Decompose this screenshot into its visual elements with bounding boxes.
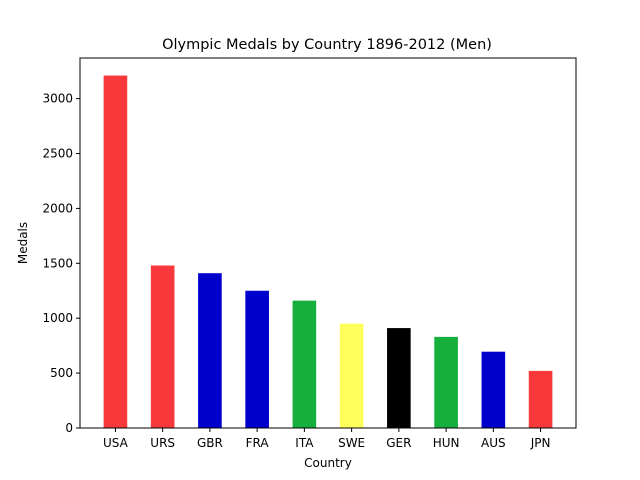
x-tick-label: FRA xyxy=(246,436,270,450)
bar-aus xyxy=(481,351,506,428)
y-tick-label: 1500 xyxy=(42,256,73,270)
x-tick-label: SWE xyxy=(338,436,365,450)
bars-group xyxy=(103,75,553,428)
x-tick-label: GBR xyxy=(197,436,223,450)
bar-usa xyxy=(103,75,128,428)
bar-urs xyxy=(150,265,175,428)
y-tick-label: 2500 xyxy=(42,147,73,161)
bar-ita xyxy=(292,300,317,428)
x-tick-label: ITA xyxy=(295,436,314,450)
bar-ger xyxy=(387,328,411,428)
bar-fra xyxy=(245,290,269,428)
y-tick-label: 0 xyxy=(65,421,73,435)
y-tick-label: 3000 xyxy=(42,92,73,106)
x-axis-ticks: USA URS GBR FRA ITA SWE GER HUN AUS JPN xyxy=(103,428,550,450)
bar-jpn xyxy=(528,370,553,428)
x-tick-label: GER xyxy=(386,436,411,450)
x-tick-label: JPN xyxy=(530,436,551,450)
y-axis-ticks: 0 500 1000 1500 2000 2500 3000 xyxy=(42,92,80,435)
bar-hun xyxy=(434,336,458,428)
y-tick-label: 1000 xyxy=(42,311,73,325)
x-tick-label: HUN xyxy=(433,436,460,450)
x-tick-label: USA xyxy=(103,436,129,450)
y-tick-label: 500 xyxy=(50,366,73,380)
y-tick-label: 2000 xyxy=(42,201,73,215)
x-tick-label: URS xyxy=(150,436,175,450)
y-axis-label: Medals xyxy=(16,222,30,264)
x-tick-label: AUS xyxy=(481,436,506,450)
chart-title: Olympic Medals by Country 1896-2012 (Men… xyxy=(162,37,492,53)
bar-gbr xyxy=(198,273,222,428)
bar-swe xyxy=(339,323,364,428)
plot-frame xyxy=(79,57,577,429)
x-axis-label: Country xyxy=(304,456,352,470)
